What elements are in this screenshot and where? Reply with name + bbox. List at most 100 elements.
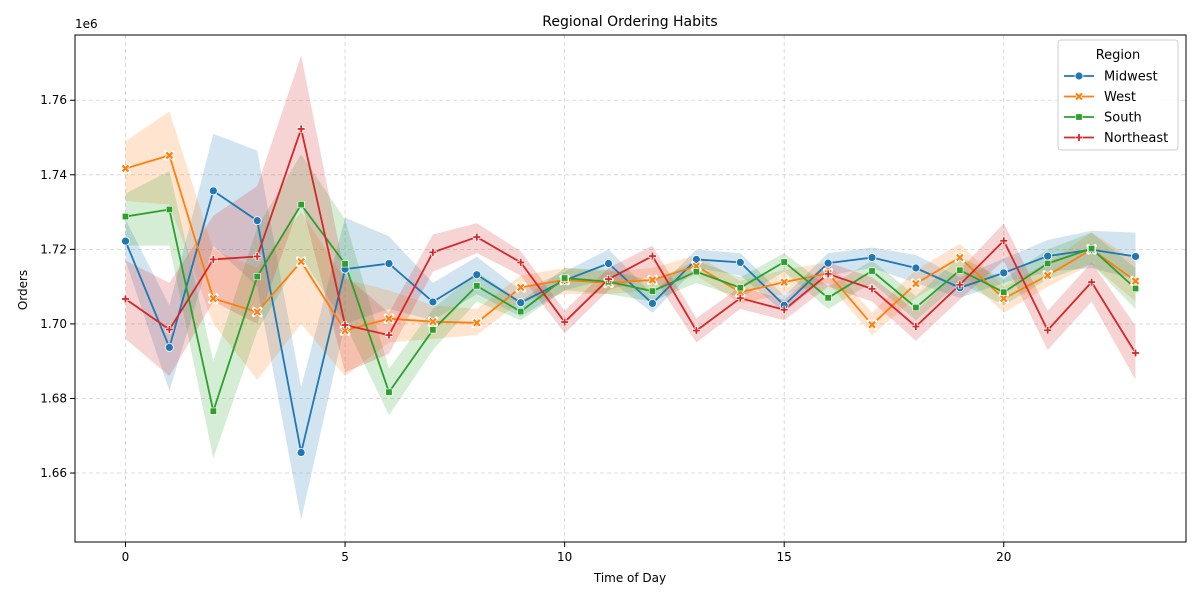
data-point-south xyxy=(253,273,261,281)
data-point-south xyxy=(561,274,569,282)
data-point-south xyxy=(912,304,920,312)
data-point-northeast xyxy=(297,124,306,133)
y-tick-label: 1.76 xyxy=(40,93,67,107)
data-point-south xyxy=(429,326,437,334)
data-point-northeast xyxy=(1131,348,1140,357)
data-point-midwest xyxy=(604,259,613,268)
data-point-midwest xyxy=(867,253,877,262)
legend: Region Midwest West South Northeast xyxy=(1057,39,1179,151)
y-tick-label: 1.70 xyxy=(40,317,67,331)
data-point-midwest xyxy=(208,186,218,196)
data-point-west xyxy=(471,317,483,328)
legend-box xyxy=(1057,39,1179,151)
legend-item-midwest: Midwest xyxy=(1064,70,1158,85)
series-line-west xyxy=(125,154,1137,332)
legend-item-northeast: Northeast xyxy=(1064,131,1168,146)
data-point-south xyxy=(1000,288,1008,296)
data-point-west xyxy=(208,293,219,304)
data-point-south xyxy=(341,260,349,268)
y-tick-label: 1.72 xyxy=(40,242,67,256)
data-point-midwest xyxy=(472,270,482,280)
data-point-midwest xyxy=(1131,252,1140,261)
confidence-bands xyxy=(125,55,1136,520)
data-point-northeast xyxy=(209,255,218,264)
data-point-west xyxy=(866,319,878,330)
y-axis-offset-label: 1e6 xyxy=(75,17,98,31)
data-point-south xyxy=(736,284,744,292)
series-line-northeast xyxy=(124,128,1137,354)
series-line-midwest xyxy=(124,189,1136,454)
data-point-west xyxy=(954,252,966,263)
data-point-west xyxy=(383,313,395,324)
data-point-northeast xyxy=(560,318,569,327)
legend-label-northeast: Northeast xyxy=(1104,131,1168,146)
grid xyxy=(75,35,1186,542)
y-tick-label: 1.74 xyxy=(40,168,67,182)
x-tick-label: 15 xyxy=(777,550,792,564)
legend-label-midwest: Midwest xyxy=(1104,70,1158,85)
y-axis-label: Orders xyxy=(16,270,30,310)
data-point-midwest xyxy=(296,448,306,457)
confidence-band-west xyxy=(125,111,1136,380)
legend-marker-midwest xyxy=(1074,71,1084,81)
data-point-northeast xyxy=(428,248,437,257)
data-point-south xyxy=(780,258,788,266)
data-point-midwest xyxy=(999,268,1009,278)
series-line-south xyxy=(125,203,1137,413)
data-point-northeast xyxy=(121,294,130,303)
x-tick-label: 5 xyxy=(341,550,349,564)
data-point-midwest xyxy=(516,298,526,308)
data-point-midwest xyxy=(165,343,174,352)
data-point-west xyxy=(339,325,351,336)
data-point-midwest xyxy=(1043,251,1053,261)
data-point-west xyxy=(164,150,175,161)
data-point-south xyxy=(517,308,525,316)
confidence-band-midwest xyxy=(125,133,1136,520)
data-point-northeast xyxy=(999,236,1008,245)
data-point-midwest xyxy=(911,263,921,273)
x-tick-label: 0 xyxy=(122,550,130,564)
data-point-west xyxy=(647,274,658,286)
legend-label-south: South xyxy=(1104,111,1142,126)
data-point-south xyxy=(1088,245,1096,253)
confidence-band-south xyxy=(125,154,1136,459)
data-point-northeast xyxy=(1043,326,1052,335)
data-point-south xyxy=(122,213,130,221)
legend-title: Region xyxy=(1096,48,1141,63)
data-point-northeast xyxy=(341,321,350,330)
data-point-midwest xyxy=(384,259,394,268)
data-point-west xyxy=(998,293,1009,304)
chart-title: Regional Ordering Habits xyxy=(542,14,717,30)
legend-label-west: West xyxy=(1104,90,1136,105)
legend-item-west: West xyxy=(1064,90,1136,105)
data-point-midwest xyxy=(691,255,701,264)
data-point-south xyxy=(165,205,173,213)
data-point-south xyxy=(692,268,700,276)
data-point-south xyxy=(824,294,832,302)
series-lines xyxy=(124,128,1137,454)
data-point-northeast xyxy=(911,322,920,331)
axis-ticks: 0 5 10 15 20 1.66 1.68 1.70 1.72 1.74 1.76 xyxy=(40,93,1011,564)
data-point-midwest xyxy=(648,299,657,308)
data-point-northeast xyxy=(692,326,701,335)
x-tick-label: 10 xyxy=(557,550,572,564)
data-point-northeast xyxy=(165,325,174,334)
data-point-west xyxy=(515,282,526,293)
data-point-south xyxy=(648,287,656,295)
legend-items: Midwest West South Northeast xyxy=(1064,70,1168,146)
data-point-northeast xyxy=(824,269,833,278)
data-point-south xyxy=(297,201,305,209)
data-point-west xyxy=(1130,275,1141,287)
data-point-midwest xyxy=(735,258,745,267)
data-point-northeast xyxy=(780,305,789,314)
data-point-midwest xyxy=(823,258,833,268)
y-tick-label: 1.66 xyxy=(40,466,67,480)
plot-frame xyxy=(74,34,1187,543)
data-point-south xyxy=(956,266,964,274)
data-point-northeast xyxy=(253,252,262,261)
x-axis-label: Time of Day xyxy=(593,571,666,585)
data-point-south xyxy=(473,282,481,290)
data-point-northeast xyxy=(955,280,964,289)
data-point-south xyxy=(385,388,393,396)
